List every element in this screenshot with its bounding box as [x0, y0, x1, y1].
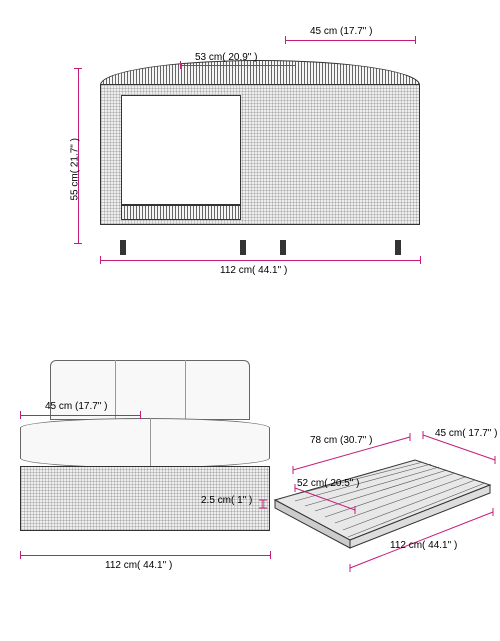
slat-panel-diagram: 78 cm (30.7" ) 45 cm( 17.7" ) 52 cm( 20.…: [255, 400, 500, 620]
dim-seat-depth: 45 cm (17.7" ): [45, 401, 107, 412]
dim-thickness: 2.5 cm( 1" ): [201, 495, 252, 506]
dim-sofa-width: 112 cm( 44.1" ): [105, 560, 172, 571]
shelf-drawing: [100, 60, 420, 240]
dim-height: 55 cm( 21.7" ): [70, 111, 81, 201]
sofa-diagram: 45 cm (17.7" ) 112 cm( 44.1" ): [0, 330, 280, 610]
dim-inner-d: 52 cm( 20.5" ): [297, 478, 359, 489]
dim-top-depth: 45 cm (17.7" ): [310, 26, 372, 37]
top-shelf-diagram: 45 cm (17.7" ) 53 cm( 20.9" ) 55 cm( 21.…: [60, 20, 440, 300]
dim-depth: 45 cm( 17.7" ): [435, 428, 497, 439]
dim-opening: 53 cm( 20.9" ): [195, 52, 257, 63]
dim-width: 112 cm( 44.1" ): [220, 265, 287, 276]
dim-inner-w: 78 cm (30.7" ): [310, 435, 372, 446]
dim-panel-width: 112 cm( 44.1" ): [390, 540, 457, 551]
sofa-drawing: [20, 360, 270, 540]
